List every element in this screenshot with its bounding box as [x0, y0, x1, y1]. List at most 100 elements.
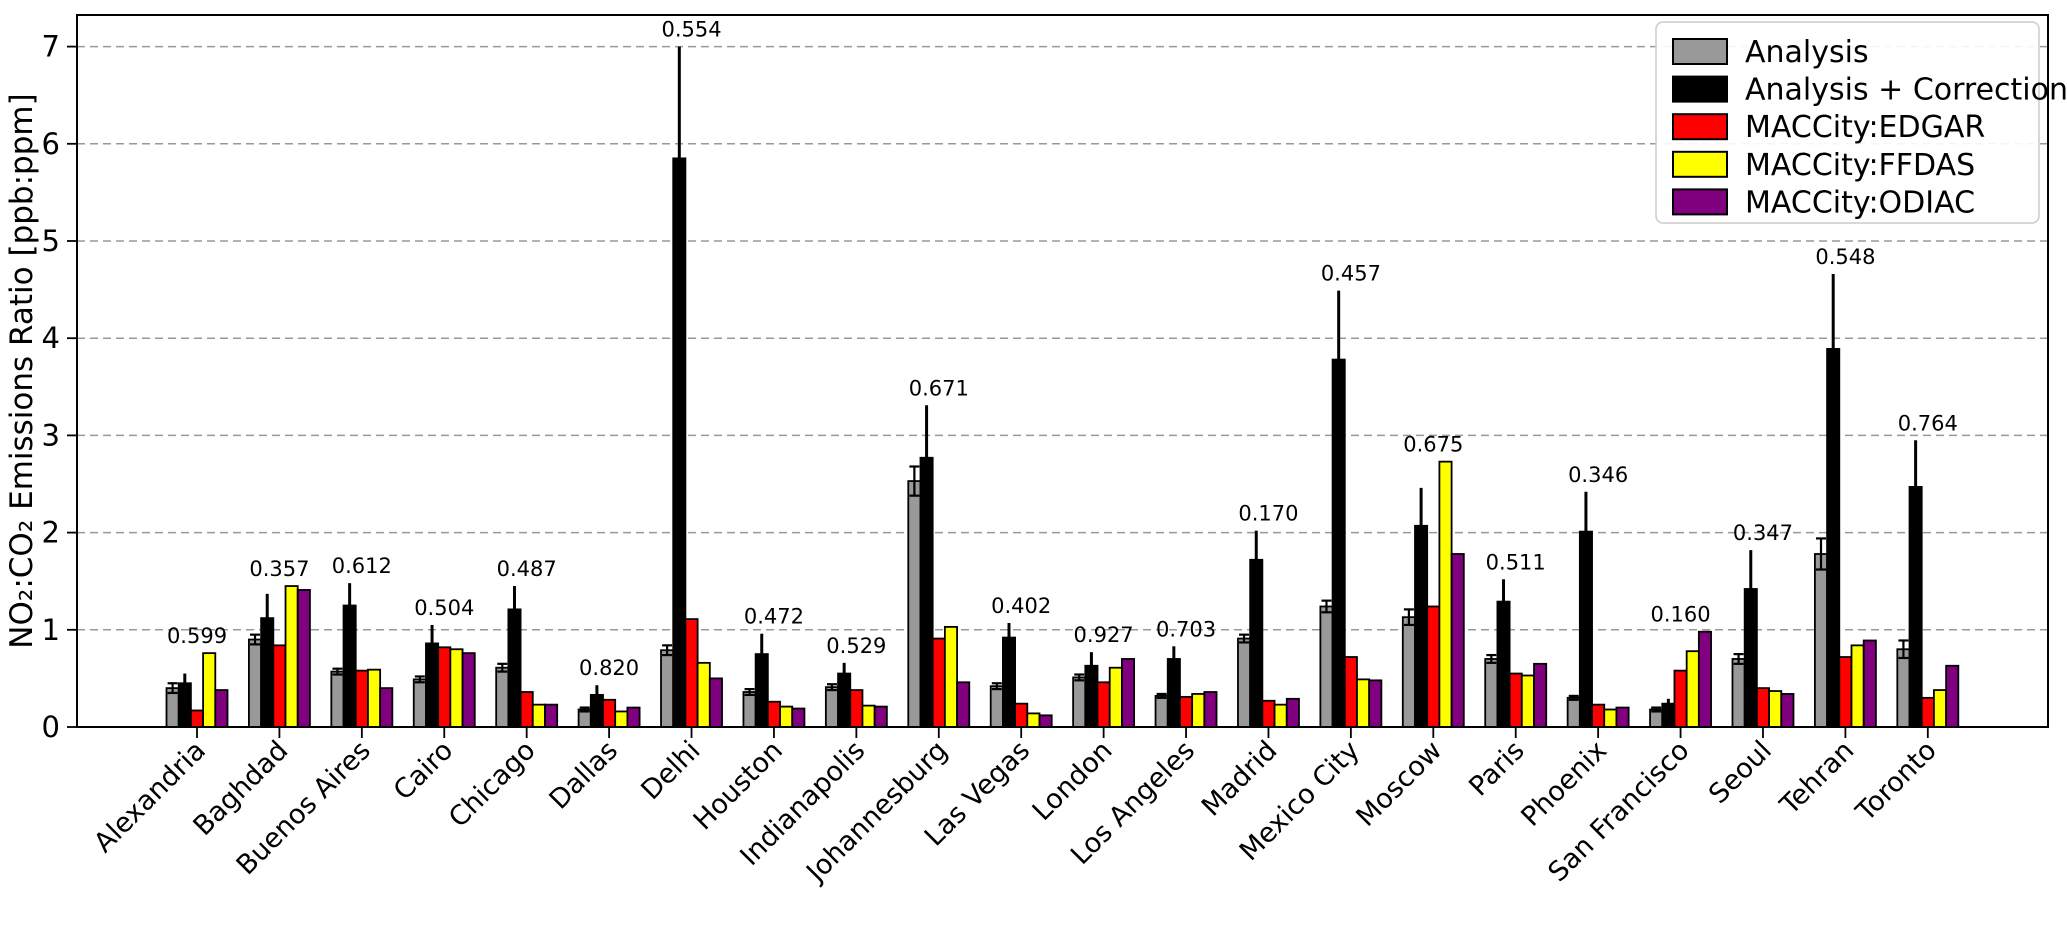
legend-item: Analysis: [1672, 35, 1869, 70]
y-tick-label: 1: [42, 613, 60, 647]
bar-maccity-ffdas: [1356, 678, 1371, 728]
bar-maccity-ffdas: [1191, 693, 1206, 728]
legend-swatch: [1672, 150, 1728, 178]
x-tick-label: Chicago: [443, 735, 542, 834]
bar-maccity-edgar: [849, 689, 864, 728]
legend-swatch: [1672, 113, 1728, 141]
bar-maccity-edgar: [1591, 703, 1606, 728]
bar-analysis: [1154, 694, 1169, 728]
bar-maccity-edgar: [1261, 699, 1276, 728]
bar-maccity-odiac: [626, 706, 641, 728]
legend-label: MACCity:FFDAS: [1745, 148, 1975, 183]
bar-annotation: 0.529: [826, 634, 886, 658]
bar-maccity-ffdas: [531, 703, 546, 728]
bar-maccity-ffdas: [1438, 460, 1453, 728]
bar-maccity-edgar: [1014, 702, 1029, 728]
y-tick-label: 7: [42, 30, 60, 64]
bar-annotation: 0.764: [1898, 411, 1958, 435]
bar-annotation: 0.671: [909, 376, 969, 400]
legend-box: [1655, 21, 2040, 224]
bar-maccity-ffdas: [1520, 674, 1535, 728]
bar-maccity-odiac: [1368, 679, 1383, 728]
legend-item: MACCity:EDGAR: [1672, 110, 1985, 145]
bar-maccity-edgar: [1096, 681, 1111, 728]
x-tick-label: Alexandria: [88, 735, 212, 859]
bar-maccity-ffdas: [1768, 690, 1783, 728]
bar-maccity-odiac: [296, 589, 311, 728]
bar-maccity-edgar: [684, 618, 699, 728]
bar-maccity-edgar: [1920, 696, 1935, 728]
bar-maccity-odiac: [1945, 664, 1960, 728]
bar-maccity-edgar: [602, 698, 617, 728]
bar-maccity-edgar: [1673, 669, 1688, 728]
bar-annotation: 0.927: [1074, 623, 1134, 647]
bar-maccity-ffdas: [696, 661, 711, 728]
bar-maccity-ffdas: [1933, 689, 1948, 728]
bar-annotation: 0.346: [1568, 463, 1628, 487]
legend-label: Analysis + Correction: [1745, 73, 2067, 108]
bar-maccity-odiac: [791, 707, 806, 728]
y-tick-label: 0: [42, 710, 60, 744]
bar-maccity-odiac: [1615, 706, 1630, 728]
bar-annotation: 0.170: [1238, 502, 1298, 526]
bar-annotation: 0.487: [497, 557, 557, 581]
bar-maccity-ffdas: [614, 710, 629, 728]
bar-annotation: 0.160: [1650, 603, 1710, 627]
bar-maccity-edgar: [1179, 695, 1194, 728]
bar-annotation: 0.675: [1403, 433, 1463, 457]
bar-maccity-edgar: [766, 700, 781, 728]
y-tick-label: 5: [42, 224, 60, 258]
bar-maccity-odiac: [1203, 691, 1218, 728]
x-tick-label: Toronto: [1850, 735, 1943, 828]
bar-annotation: 0.612: [332, 554, 392, 578]
bar-annotation: 0.703: [1156, 617, 1216, 641]
bar-analysis: [660, 649, 675, 728]
bar-analysis: [330, 670, 345, 728]
bar-analysis: [1072, 676, 1087, 728]
bar-annotation: 0.554: [661, 18, 721, 42]
legend-item: MACCity:ODIAC: [1672, 185, 1975, 220]
x-tick-label: Dallas: [543, 735, 624, 816]
bar-annotation: 0.347: [1733, 521, 1793, 545]
bar-analysis: [742, 691, 757, 728]
bar-maccity-ffdas: [367, 668, 382, 728]
x-tick-label: Paris: [1463, 735, 1530, 802]
legend-item: MACCity:FFDAS: [1672, 148, 1975, 183]
bar-annotation: 0.402: [991, 594, 1051, 618]
x-tick-label: Cairo: [388, 735, 459, 806]
bar-analysis: [1731, 658, 1746, 728]
bar-analysis: [1237, 637, 1252, 728]
bar-analysis: [1566, 696, 1581, 728]
bar-maccity-odiac: [1862, 639, 1877, 728]
bar-analysis: [1896, 648, 1911, 728]
bar-analysis: [495, 666, 510, 728]
bar-annotation: 0.820: [579, 656, 639, 680]
bar-annotation: 0.357: [249, 557, 309, 581]
x-tick-label: Delhi: [635, 735, 706, 806]
bar-maccity-ffdas: [861, 704, 876, 728]
bar-analysis: [1319, 605, 1334, 728]
axes-spines: [76, 14, 2049, 728]
legend-item: Analysis + Correction: [1672, 73, 2067, 108]
bar-annotation: 0.504: [414, 596, 474, 620]
bar-maccity-edgar: [1508, 672, 1523, 728]
bar-analysis: [412, 678, 427, 728]
bar-annotation: 0.457: [1321, 262, 1381, 286]
bar-maccity-odiac: [708, 677, 723, 728]
x-tick-label: Moscow: [1350, 735, 1448, 833]
bar-analysis: [907, 480, 922, 728]
bar-maccity-odiac: [1533, 662, 1548, 728]
y-tick-label: 4: [42, 321, 60, 355]
bar-maccity-edgar: [437, 646, 452, 728]
bar-maccity-edgar: [1838, 656, 1853, 728]
bar-maccity-odiac: [544, 703, 559, 728]
bar-maccity-odiac: [956, 681, 971, 728]
bar-maccity-ffdas: [1685, 650, 1700, 728]
bar-analysis: [248, 638, 263, 728]
bar-maccity-ffdas: [284, 585, 299, 728]
legend-label: Analysis: [1745, 35, 1869, 70]
y-tick-label: 6: [42, 127, 60, 161]
